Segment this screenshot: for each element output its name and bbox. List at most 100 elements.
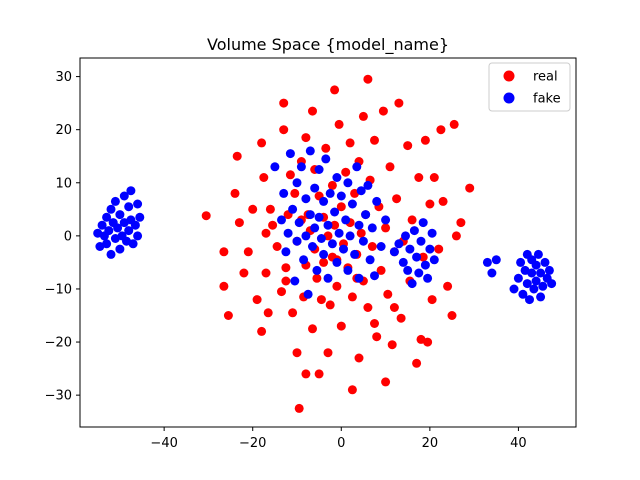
point-fake	[270, 162, 280, 172]
chart-title: Volume Space {model_name}	[207, 35, 449, 55]
point-real	[418, 252, 428, 262]
point-real	[308, 106, 317, 116]
point-real	[330, 85, 340, 95]
point-fake	[330, 207, 340, 217]
point-fake	[113, 223, 123, 233]
point-real	[370, 135, 379, 145]
point-fake	[412, 252, 422, 262]
point-fake	[416, 236, 426, 246]
point-fake	[124, 226, 134, 236]
point-fake	[281, 247, 291, 257]
point-fake	[522, 279, 532, 289]
legend-marker-fake	[503, 92, 515, 104]
point-fake	[527, 268, 537, 278]
point-fake	[533, 249, 543, 259]
point-real	[234, 218, 244, 228]
point-fake	[110, 196, 120, 206]
point-real	[281, 276, 291, 286]
point-real	[451, 231, 461, 241]
point-real	[389, 303, 399, 312]
point-fake	[509, 284, 519, 294]
point-real	[449, 119, 459, 129]
point-fake	[352, 162, 362, 172]
point-fake	[312, 265, 322, 275]
point-fake	[414, 268, 424, 278]
point-real	[248, 204, 258, 214]
point-real	[372, 332, 382, 342]
point-real	[272, 242, 282, 251]
point-real	[281, 263, 291, 273]
point-fake	[361, 210, 371, 220]
point-fake	[319, 249, 329, 259]
point-real	[412, 358, 422, 368]
x-tick-label: −20	[239, 436, 266, 451]
legend-label-fake: fake	[533, 92, 561, 107]
point-fake	[365, 255, 375, 265]
point-real	[354, 353, 364, 363]
point-fake	[376, 242, 386, 251]
point-real	[325, 300, 335, 310]
point-real	[336, 202, 346, 212]
point-fake	[427, 228, 437, 238]
point-real	[327, 180, 337, 190]
point-fake	[389, 247, 399, 257]
point-real	[268, 220, 278, 230]
point-real	[243, 247, 253, 257]
point-fake	[343, 265, 353, 275]
point-real	[259, 173, 269, 182]
point-fake	[299, 255, 309, 265]
point-real	[387, 340, 397, 350]
point-fake	[409, 226, 419, 236]
point-fake	[323, 220, 333, 230]
point-real	[332, 281, 342, 291]
point-real	[347, 385, 357, 395]
point-real	[403, 141, 413, 151]
point-real	[239, 268, 249, 278]
point-real	[288, 308, 298, 318]
point-real	[434, 244, 444, 254]
point-real	[334, 119, 344, 129]
point-fake	[115, 244, 125, 254]
point-fake	[518, 289, 528, 299]
point-fake	[538, 281, 548, 291]
point-fake	[301, 231, 311, 241]
point-fake	[310, 183, 320, 193]
point-fake	[540, 257, 550, 267]
y-tick-label: −20	[45, 336, 72, 351]
x-tick-label: 0	[337, 436, 345, 451]
point-real	[443, 281, 453, 291]
point-fake	[115, 210, 125, 220]
point-real	[456, 218, 466, 228]
point-real	[367, 242, 377, 251]
point-fake	[283, 228, 293, 238]
point-fake	[336, 191, 346, 201]
point-fake	[356, 186, 366, 196]
point-fake	[319, 196, 329, 206]
legend: real fake	[488, 62, 571, 112]
point-real	[396, 313, 406, 323]
points-layer	[93, 74, 557, 413]
point-real	[321, 143, 331, 153]
point-fake	[279, 188, 289, 198]
point-fake	[316, 234, 326, 243]
point-real	[219, 247, 229, 257]
point-real	[345, 138, 355, 148]
point-real	[261, 228, 271, 238]
point-fake	[294, 218, 304, 228]
point-fake	[314, 165, 324, 174]
point-fake	[367, 223, 377, 233]
point-fake	[343, 178, 353, 188]
point-real	[370, 319, 379, 328]
point-fake	[381, 215, 391, 225]
point-fake	[394, 239, 404, 249]
point-real	[420, 135, 430, 145]
point-fake	[547, 279, 557, 289]
point-real	[279, 125, 289, 135]
point-real	[308, 324, 317, 334]
point-fake	[327, 239, 337, 249]
point-fake	[398, 257, 408, 267]
y-tick-label: 30	[55, 70, 72, 85]
point-real	[314, 369, 324, 379]
point-real	[265, 204, 275, 214]
point-real	[381, 223, 391, 233]
